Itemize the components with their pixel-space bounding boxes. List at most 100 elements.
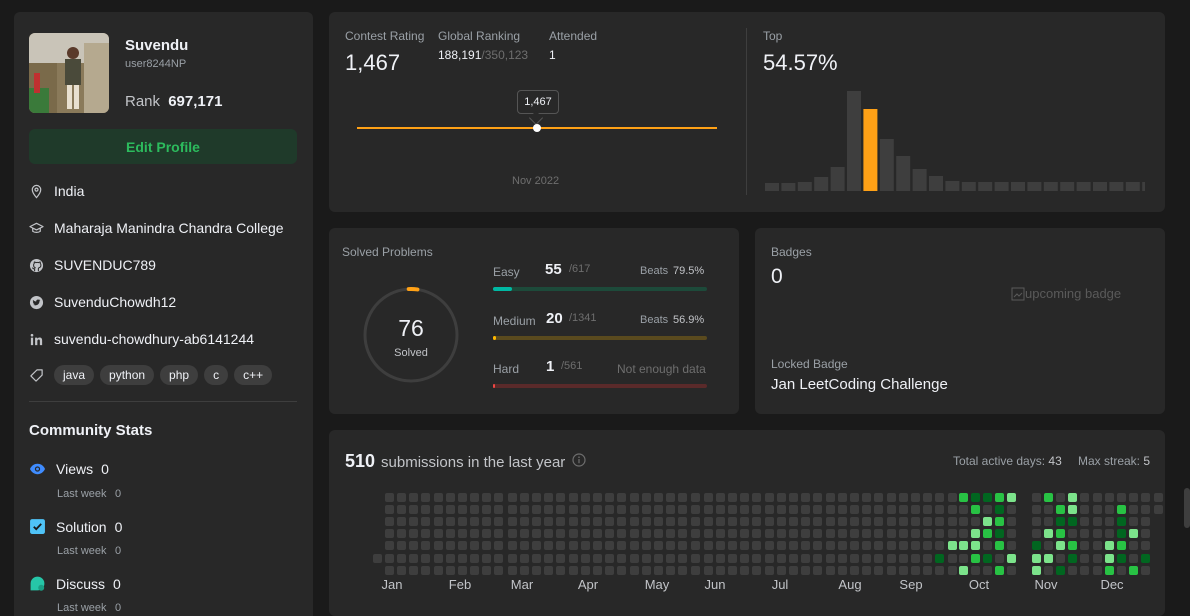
heatmap-cell[interactable] (826, 553, 835, 563)
heatmap-cell[interactable] (446, 517, 455, 527)
heatmap-cell[interactable] (1117, 529, 1127, 539)
edit-profile-button[interactable]: Edit Profile (29, 129, 297, 164)
heatmap-cell[interactable] (1093, 565, 1102, 575)
heatmap-cell[interactable] (765, 493, 774, 502)
heatmap-cell[interactable] (470, 541, 480, 551)
heatmap-cell[interactable] (630, 505, 639, 515)
heatmap-cell[interactable] (862, 553, 872, 563)
histogram-bar[interactable] (1027, 182, 1042, 191)
heatmap-cell[interactable] (458, 505, 468, 515)
heatmap-cell[interactable] (789, 565, 799, 575)
heatmap-cell[interactable] (1068, 517, 1078, 527)
heatmap-cell[interactable] (911, 493, 921, 502)
heatmap-cell[interactable] (801, 505, 811, 515)
heatmap-cell[interactable] (1117, 553, 1127, 563)
histogram-bar[interactable] (1125, 182, 1140, 191)
heatmap-cell[interactable] (838, 541, 848, 551)
heatmap-cell[interactable] (556, 493, 566, 502)
heatmap-cell[interactable] (983, 565, 993, 575)
heatmap-cell[interactable] (862, 517, 872, 527)
heatmap-cell[interactable] (373, 553, 382, 563)
linkedin-row[interactable]: suvendu-chowdhury-ab6141244 (29, 331, 254, 347)
heatmap-cell[interactable] (678, 505, 688, 515)
heatmap-cell[interactable] (995, 517, 1005, 527)
heatmap-cell[interactable] (642, 493, 652, 502)
heatmap-cell[interactable] (1007, 541, 1017, 551)
heatmap-cell[interactable] (765, 553, 774, 563)
heatmap-cell[interactable] (923, 493, 933, 502)
heatmap-cell[interactable] (617, 541, 627, 551)
heatmap-cell[interactable] (826, 493, 835, 502)
heatmap-cell[interactable] (397, 493, 407, 502)
heatmap-cell[interactable] (1007, 505, 1017, 515)
heatmap-cell[interactable] (569, 529, 578, 539)
heatmap-cell[interactable] (983, 493, 993, 502)
heatmap-cell[interactable] (838, 517, 848, 527)
heatmap-cell[interactable] (1068, 565, 1078, 575)
heatmap-cell[interactable] (569, 565, 578, 575)
heatmap-cell[interactable] (678, 493, 688, 502)
heatmap-cell[interactable] (520, 505, 530, 515)
heatmap-cell[interactable] (862, 529, 872, 539)
heatmap-cell[interactable] (617, 505, 627, 515)
heatmap-cell[interactable] (556, 541, 566, 551)
heatmap-cell[interactable] (642, 517, 652, 527)
heatmap-cell[interactable] (470, 529, 480, 539)
heatmap-cell[interactable] (777, 565, 787, 575)
heatmap-cell[interactable] (446, 541, 455, 551)
heatmap-cell[interactable] (1032, 553, 1041, 563)
heatmap-cell[interactable] (421, 529, 431, 539)
heatmap-cell[interactable] (666, 541, 676, 551)
twitter-text[interactable]: SuvenduChowdh12 (54, 294, 177, 310)
heatmap-cell[interactable] (1056, 529, 1066, 539)
heatmap-cell[interactable] (630, 517, 639, 527)
heatmap-cell[interactable] (1117, 565, 1127, 575)
heatmap-cell[interactable] (887, 541, 896, 551)
heatmap-cell[interactable] (899, 541, 909, 551)
heatmap-cell[interactable] (605, 565, 615, 575)
heatmap-cell[interactable] (959, 529, 968, 539)
heatmap-cell[interactable] (716, 541, 726, 551)
heatmap-cell[interactable] (544, 541, 554, 551)
heatmap-cell[interactable] (704, 553, 713, 563)
heatmap-cell[interactable] (690, 553, 700, 563)
heatmap-cell[interactable] (605, 517, 615, 527)
heatmap-cell[interactable] (1032, 505, 1041, 515)
heatmap-cell[interactable] (593, 517, 603, 527)
heatmap-cell[interactable] (740, 505, 750, 515)
heatmap-cell[interactable] (1044, 553, 1054, 563)
heatmap-cell[interactable] (446, 553, 455, 563)
heatmap-cell[interactable] (446, 493, 455, 502)
heatmap-cell[interactable] (397, 517, 407, 527)
heatmap-cell[interactable] (826, 541, 835, 551)
heatmap-cell[interactable] (409, 541, 419, 551)
histogram-bar[interactable] (1060, 182, 1075, 191)
heatmap-cell[interactable] (532, 529, 542, 539)
heatmap-cell[interactable] (716, 565, 726, 575)
heatmap-cell[interactable] (666, 529, 676, 539)
heatmap-cell[interactable] (752, 565, 762, 575)
histogram-bar[interactable] (1142, 182, 1145, 191)
histogram-bar[interactable] (1043, 182, 1058, 191)
heatmap-cell[interactable] (874, 517, 884, 527)
heatmap-cell[interactable] (494, 529, 504, 539)
github-row[interactable]: SUVENDUC789 (29, 257, 156, 273)
heatmap-cell[interactable] (630, 565, 639, 575)
heatmap-cell[interactable] (556, 565, 566, 575)
heatmap-cell[interactable] (1153, 493, 1163, 502)
heatmap-cell[interactable] (409, 505, 419, 515)
heatmap-cell[interactable] (1032, 517, 1041, 527)
heatmap-cell[interactable] (1105, 517, 1115, 527)
heatmap-cell[interactable] (617, 517, 627, 527)
heatmap-cell[interactable] (494, 505, 504, 515)
heatmap-cell[interactable] (1141, 541, 1151, 551)
histogram-bar[interactable] (1093, 182, 1107, 191)
heatmap-cell[interactable] (433, 505, 443, 515)
heatmap-cell[interactable] (421, 517, 431, 527)
heatmap-cell[interactable] (690, 493, 700, 502)
heatmap-cell[interactable] (983, 517, 993, 527)
heatmap-cell[interactable] (482, 493, 492, 502)
heatmap-cell[interactable] (777, 493, 787, 502)
heatmap-cell[interactable] (678, 565, 688, 575)
heatmap-cell[interactable] (532, 541, 542, 551)
